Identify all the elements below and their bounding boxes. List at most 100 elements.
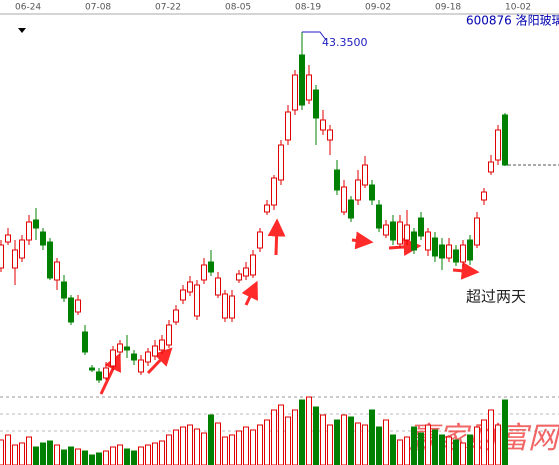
volume-bar (75, 448, 81, 465)
candle-body (166, 324, 172, 346)
candle-body (474, 217, 480, 246)
candle-body (180, 289, 186, 301)
candle-body (124, 346, 130, 351)
candle-body (33, 219, 39, 229)
arrow (146, 347, 173, 375)
volume-bar (215, 422, 221, 465)
volume-bar (355, 422, 361, 465)
volume-bar (33, 446, 39, 465)
candle-body (117, 343, 123, 353)
candle-body (341, 186, 347, 213)
volume-bar (89, 454, 95, 465)
candle-body (54, 261, 60, 281)
volume-bar (320, 414, 326, 465)
candle-body (334, 169, 340, 191)
candle-body (138, 359, 144, 373)
volume-bar (327, 424, 333, 465)
arrow (267, 218, 286, 256)
candle-body (299, 54, 305, 106)
candle-body (264, 204, 270, 213)
volume-bar (236, 430, 242, 465)
volume-bar (5, 434, 11, 465)
candle-body (187, 281, 193, 293)
volume-bar (404, 436, 410, 465)
candle-body (432, 237, 438, 257)
candle-body (110, 349, 116, 367)
candle-body (236, 273, 242, 281)
volume-bar (250, 429, 256, 465)
volume-bar (411, 426, 417, 465)
volume-bar (40, 442, 46, 465)
candle-body (383, 224, 389, 236)
candle-body (89, 367, 95, 371)
volume-bar (12, 444, 18, 465)
volume-bar (488, 409, 494, 465)
candle-body (320, 119, 326, 131)
volume-bar (173, 429, 179, 465)
candle-body (369, 184, 375, 201)
candle-body (285, 111, 291, 141)
volume-bar (110, 446, 116, 465)
candle-body (194, 284, 200, 317)
volume-bar (201, 432, 207, 465)
candle-body (390, 221, 396, 241)
arrow (351, 231, 374, 250)
date-label: 09-02 (365, 3, 391, 13)
volume-bar (341, 414, 347, 465)
candle-body (257, 231, 263, 249)
candle-body (397, 221, 403, 245)
candle-body (425, 231, 431, 251)
candle-body (19, 239, 25, 259)
volume-bar (460, 442, 466, 465)
candle-body (82, 331, 88, 353)
volume-bar (418, 432, 424, 465)
candle-body (68, 297, 74, 323)
candle-body (446, 244, 452, 259)
volume-bar (194, 428, 200, 465)
volume-bar (264, 419, 270, 465)
candle-body (0, 244, 4, 269)
volume-bar (117, 444, 123, 465)
candle-body (250, 254, 256, 276)
volume-bar (474, 426, 480, 465)
volume-bar (439, 434, 445, 465)
candle-body (439, 244, 445, 259)
volume-bar (96, 452, 102, 465)
volume-bar (285, 416, 291, 465)
candle-body (348, 199, 354, 219)
volume-bar (299, 399, 305, 465)
candle-body (243, 267, 249, 277)
volume-bar (124, 448, 130, 465)
candle-body (12, 249, 18, 269)
volume-bar (397, 439, 403, 465)
arrow (452, 261, 480, 280)
candle-body (75, 299, 81, 313)
date-label: 06-24 (15, 3, 41, 13)
peak-leader (302, 31, 327, 41)
candle-body (215, 277, 221, 296)
candle-body (292, 74, 298, 111)
candle-body (418, 217, 424, 237)
candle-body (201, 264, 207, 281)
candle-body (404, 224, 410, 241)
candle-body (411, 231, 417, 251)
volume-bar (334, 419, 340, 465)
volume-bar (159, 440, 165, 465)
volume-bar (180, 426, 186, 465)
date-label: 08-19 (295, 3, 321, 13)
volume-bar (278, 404, 284, 465)
volume-bar (306, 396, 312, 465)
volume-bar (362, 424, 368, 465)
volume-bar (348, 416, 354, 465)
volume-bar (257, 424, 263, 465)
volume-bar (243, 426, 249, 465)
stock-title: 600876 洛阳玻璃 (466, 13, 559, 28)
volume-bar (390, 434, 396, 465)
candle-body (229, 295, 235, 319)
volume-bar (131, 450, 137, 465)
volume-bar (61, 449, 67, 465)
annotation: 超过两天 (466, 288, 526, 306)
candle-body (47, 241, 53, 279)
